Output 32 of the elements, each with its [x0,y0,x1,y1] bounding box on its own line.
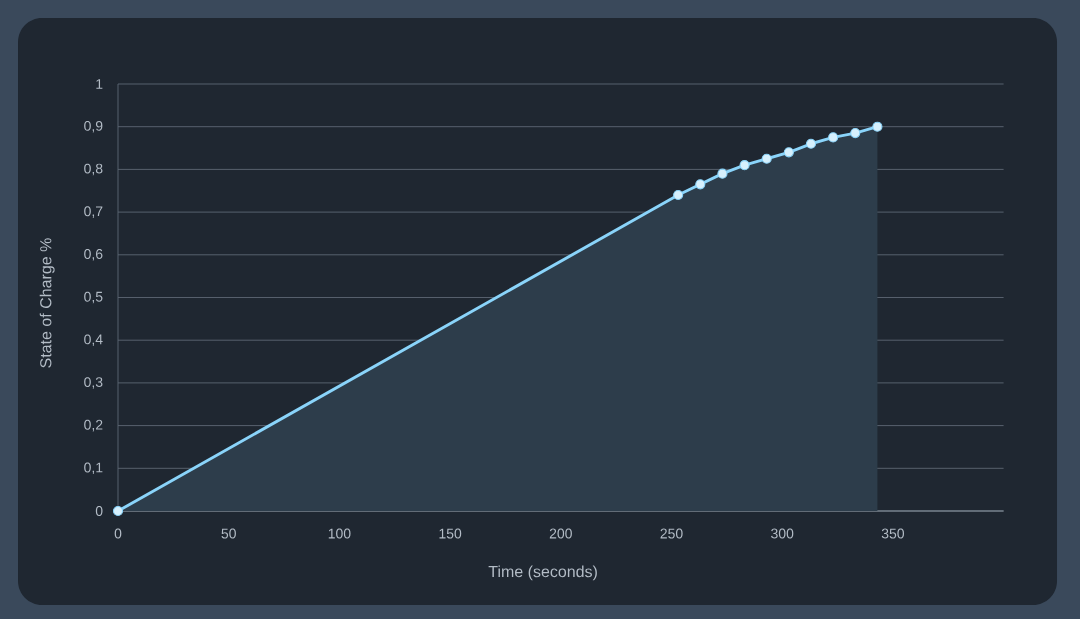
y-tick-label: 0,1 [84,462,103,475]
x-tick-label: 0 [114,528,122,539]
y-axis-title: State of Charge % [39,238,55,368]
y-tick-label: 0,3 [84,377,103,389]
point [673,189,684,201]
x-tick-label: 350 [881,528,905,539]
y-tick-label: 0,5 [84,291,103,304]
x-tick-label: 50 [221,528,236,539]
y-tick-label: 0,2 [84,419,103,432]
y-tick-label: 0 [95,506,103,516]
x-tick-label: 150 [439,528,462,539]
y-tick-label: 1 [96,79,103,89]
point [717,168,728,179]
point [739,160,750,171]
y-tick-label: 0,9 [84,120,103,133]
x-tick-label: 300 [771,528,794,539]
x-tick-label: 250 [660,528,683,539]
y-tick-label: 0,4 [84,334,103,346]
x-tick-label: 200 [549,528,572,539]
point [805,138,817,149]
point [695,179,706,190]
point [828,132,839,143]
y-tick-label: 0,7 [84,206,103,218]
point [761,153,772,164]
x-tick-label: 100 [328,528,351,539]
point [112,505,124,517]
point [783,147,794,158]
y-tick-label: 0,6 [84,249,103,261]
point [872,121,883,132]
y-tick-label: 0,8 [84,163,103,176]
point [850,128,861,139]
x-axis-title: Time (seconds) [488,565,597,581]
